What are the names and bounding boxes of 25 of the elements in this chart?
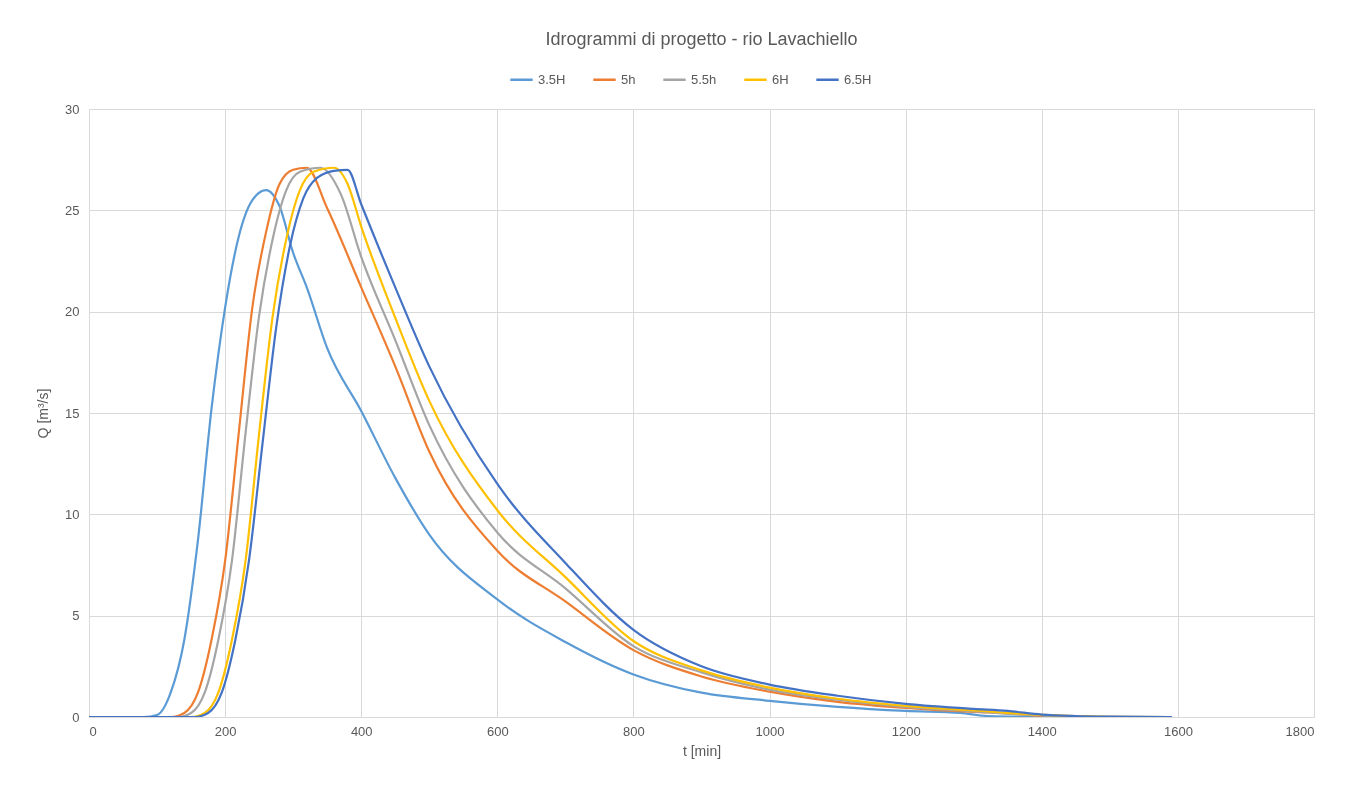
x-tick-label: 800	[623, 723, 645, 739]
y-tick-label: 15	[65, 405, 80, 421]
x-tick-label: 400	[350, 723, 373, 739]
legend-label: 6H	[772, 71, 789, 87]
y-axis-title: Q [m³/s]	[35, 388, 52, 439]
legend-label: 6.5H	[844, 71, 872, 87]
x-tick-label: 1600	[1163, 723, 1193, 739]
x-tick-label: 1400	[1027, 723, 1057, 739]
x-tick-label: 600	[486, 723, 509, 739]
y-tick-label: 0	[72, 709, 80, 725]
legend-label: 5h	[621, 71, 636, 87]
y-tick-label: 30	[65, 101, 80, 117]
chart-title: Idrogrammi di progetto - rio Lavachiello	[545, 29, 858, 49]
x-tick-label: 200	[214, 723, 237, 739]
legend-label: 5.5h	[691, 71, 717, 87]
y-tick-label: 25	[65, 202, 80, 218]
x-tick-label: 1800	[1285, 723, 1315, 739]
x-axis-title: t [min]	[682, 742, 722, 759]
y-tick-label: 10	[65, 506, 80, 522]
x-tick-label: 1000	[755, 723, 785, 739]
x-tick-label: 0	[89, 723, 97, 739]
y-tick-label: 20	[65, 304, 80, 320]
y-tick-label: 5	[72, 608, 80, 624]
x-tick-label: 1200	[891, 723, 921, 739]
legend-label: 3.5H	[538, 71, 566, 87]
